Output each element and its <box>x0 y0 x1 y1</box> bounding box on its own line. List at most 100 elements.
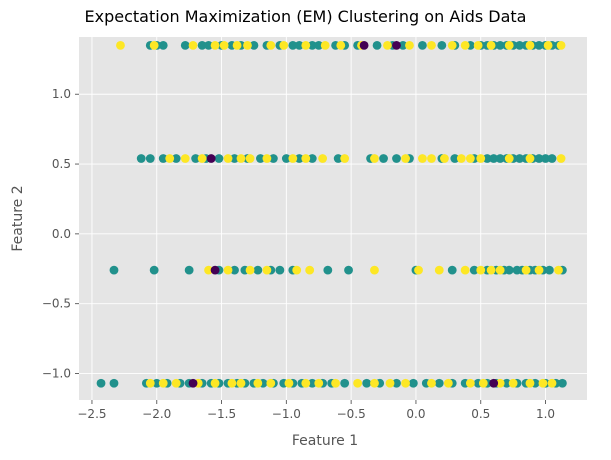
data-point <box>331 378 340 388</box>
data-point <box>305 265 315 275</box>
data-point <box>534 265 544 275</box>
data-point <box>504 154 514 163</box>
data-point <box>294 154 304 163</box>
data-point <box>301 154 311 163</box>
data-point <box>136 154 146 163</box>
data-point <box>443 378 453 388</box>
data-point <box>434 378 444 388</box>
x-tick-label: 0.5 <box>471 407 490 421</box>
data-point <box>418 40 427 50</box>
data-point <box>184 265 194 275</box>
x-tick-label: −2.5 <box>77 407 106 421</box>
data-point <box>301 40 311 50</box>
data-point <box>227 378 237 388</box>
data-point <box>165 154 175 163</box>
data-point <box>243 40 252 50</box>
data-point <box>370 154 379 163</box>
data-point <box>262 265 272 275</box>
data-point <box>486 40 496 50</box>
data-point <box>307 40 317 50</box>
data-point <box>275 265 285 275</box>
data-point <box>398 40 408 50</box>
data-point <box>534 40 544 50</box>
data-point <box>408 378 418 388</box>
data-point <box>372 40 382 50</box>
data-point <box>557 378 567 388</box>
data-point <box>180 154 190 163</box>
data-point <box>465 154 475 163</box>
data-point <box>538 378 548 388</box>
data-point <box>116 40 125 50</box>
data-point <box>266 40 276 50</box>
data-point <box>427 154 436 163</box>
data-point <box>545 265 554 275</box>
data-point <box>214 154 224 163</box>
data-point <box>320 40 330 50</box>
data-point <box>223 154 233 163</box>
plot-background <box>79 37 587 400</box>
data-point <box>456 154 466 163</box>
data-point <box>266 378 276 388</box>
data-point <box>204 40 213 50</box>
x-tick-label: 1.0 <box>536 407 555 421</box>
data-point <box>515 154 525 163</box>
x-tick-label: −0.5 <box>337 407 366 421</box>
data-point <box>478 378 488 388</box>
data-point <box>210 378 220 388</box>
data-point <box>476 154 486 163</box>
data-point <box>401 378 410 388</box>
data-point <box>188 378 198 388</box>
data-point <box>489 378 499 388</box>
data-point <box>476 265 486 275</box>
y-axis-label: Feature 2 <box>10 185 26 251</box>
data-point <box>245 154 255 163</box>
data-points <box>96 40 567 388</box>
y-ticks: −1.0 −0.5 0.0 0.5 1.0 <box>42 87 79 380</box>
data-point <box>418 154 427 163</box>
x-tick-label: −1.5 <box>207 407 236 421</box>
data-point <box>314 40 324 50</box>
data-point <box>96 378 106 388</box>
data-point <box>340 154 350 163</box>
y-tick-label: 1.0 <box>52 87 71 101</box>
data-point <box>314 378 324 388</box>
data-point <box>447 265 457 275</box>
data-point <box>486 265 496 275</box>
data-point <box>450 154 460 163</box>
data-point <box>508 378 518 388</box>
data-point <box>249 40 259 50</box>
data-point <box>223 265 233 275</box>
data-point <box>230 154 239 163</box>
data-point <box>495 265 505 275</box>
data-point <box>344 265 353 275</box>
data-point <box>469 265 479 275</box>
data-point <box>210 40 220 50</box>
data-point <box>256 154 265 163</box>
data-point <box>504 265 514 275</box>
data-point <box>230 265 239 275</box>
data-point <box>525 154 535 163</box>
data-point <box>473 40 483 50</box>
data-point <box>359 40 369 50</box>
data-point <box>414 265 423 275</box>
data-point <box>152 378 162 388</box>
data-point <box>370 265 379 275</box>
data-point <box>541 154 550 163</box>
data-point <box>525 378 535 388</box>
data-point <box>401 154 410 163</box>
data-point <box>188 40 198 50</box>
data-point <box>109 378 119 388</box>
data-point <box>145 378 155 388</box>
data-point <box>191 154 201 163</box>
data-point <box>502 378 512 388</box>
data-point <box>197 154 207 163</box>
data-point <box>253 378 263 388</box>
data-point <box>292 265 302 275</box>
x-ticks: −2.5 −2.0 −1.5 −1.0 −0.5 0.0 0.5 1.0 <box>77 400 555 421</box>
data-point <box>495 378 505 388</box>
data-point <box>392 378 401 388</box>
data-point <box>405 40 414 50</box>
grid <box>79 37 587 400</box>
data-point <box>288 40 298 50</box>
